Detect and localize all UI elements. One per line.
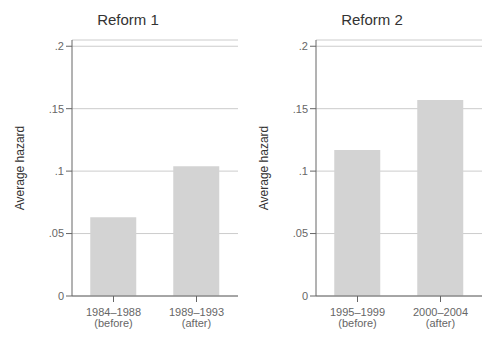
svg-text:0: 0 <box>302 290 308 302</box>
svg-text:2000–2004(after): 2000–2004(after) <box>413 306 468 329</box>
svg-text:0: 0 <box>58 290 64 302</box>
svg-text:1989–1993(after): 1989–1993(after) <box>169 306 224 329</box>
svg-text:Average hazard: Average hazard <box>13 126 27 211</box>
svg-text:Average hazard: Average hazard <box>257 126 271 211</box>
svg-text:.1: .1 <box>299 165 308 177</box>
svg-text:.15: .15 <box>49 103 64 115</box>
svg-text:.05: .05 <box>49 227 64 239</box>
html-text:Reform 2: Reform 2 <box>341 11 403 28</box>
html-text:Reform 1: Reform 1 <box>97 11 159 28</box>
svg-text:.2: .2 <box>55 40 64 52</box>
svg-text:1984–1988(before): 1984–1988(before) <box>86 306 141 329</box>
svg-text:.2: .2 <box>299 40 308 52</box>
svg-text:.15: .15 <box>293 103 308 115</box>
svg-text:.05: .05 <box>293 227 308 239</box>
svg-text:1995–1999(before): 1995–1999(before) <box>330 306 385 329</box>
svg-text:.1: .1 <box>55 165 64 177</box>
